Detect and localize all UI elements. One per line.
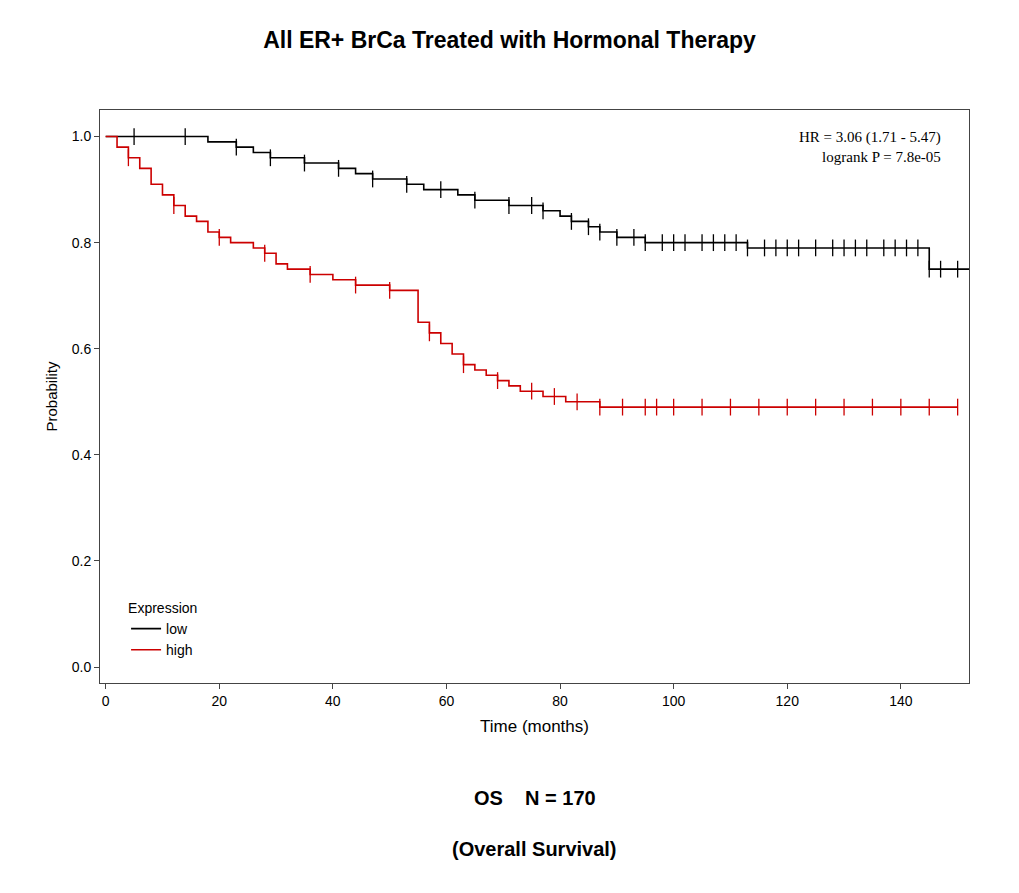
svg-text:0.0: 0.0 <box>72 659 92 675</box>
svg-text:20: 20 <box>211 693 227 709</box>
svg-text:low: low <box>166 621 188 637</box>
svg-text:high: high <box>166 642 192 658</box>
svg-text:Probability: Probability <box>43 361 60 432</box>
svg-text:80: 80 <box>552 693 568 709</box>
svg-text:100: 100 <box>662 693 686 709</box>
svg-text:40: 40 <box>325 693 341 709</box>
svg-text:OS N = 170: OS N = 170 <box>474 787 596 809</box>
svg-text:All ER+ BrCa Treated with Horm: All ER+ BrCa Treated with Hormonal Thera… <box>263 27 756 53</box>
svg-text:HR = 3.06 (1.71 - 5.47)logrank: HR = 3.06 (1.71 - 5.47)logrank P = 7.8e-… <box>799 129 941 165</box>
svg-text:(Overall Survival): (Overall Survival) <box>452 838 617 860</box>
svg-text:0.2: 0.2 <box>72 553 92 569</box>
svg-text:Expression: Expression <box>128 600 197 616</box>
svg-text:0.6: 0.6 <box>72 341 92 357</box>
svg-text:120: 120 <box>776 693 800 709</box>
svg-text:60: 60 <box>439 693 455 709</box>
svg-text:1.0: 1.0 <box>72 128 92 144</box>
svg-text:Time (months): Time (months) <box>480 717 589 736</box>
svg-text:0.8: 0.8 <box>72 235 92 251</box>
svg-text:140: 140 <box>889 693 913 709</box>
svg-text:0.4: 0.4 <box>72 447 92 463</box>
svg-text:0: 0 <box>102 693 110 709</box>
